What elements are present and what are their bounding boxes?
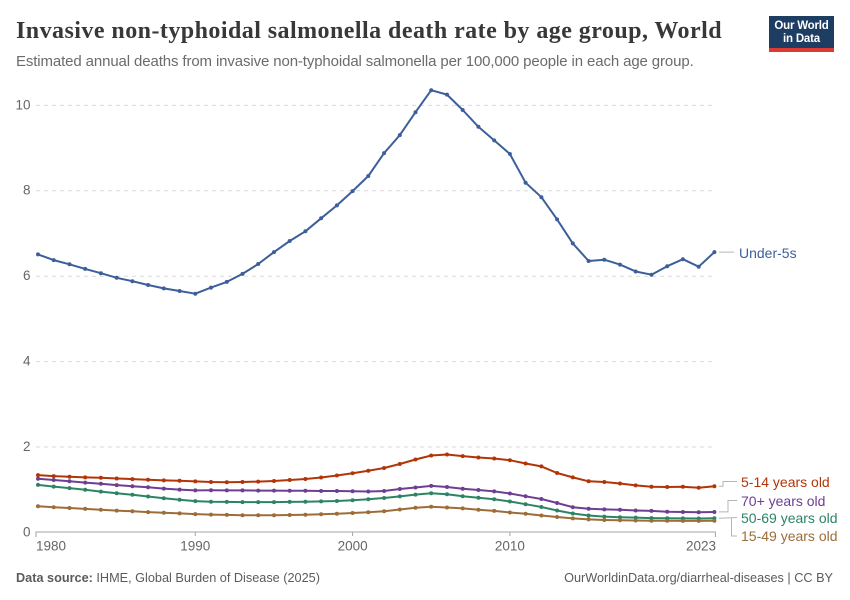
svg-text:Under-5s: Under-5s (739, 245, 797, 261)
svg-text:5-14 years old: 5-14 years old (741, 474, 830, 490)
svg-text:8: 8 (23, 183, 31, 198)
svg-text:50-69 years old: 50-69 years old (741, 510, 838, 526)
svg-text:1980: 1980 (36, 539, 66, 554)
svg-text:6: 6 (23, 268, 31, 283)
svg-text:0: 0 (23, 524, 31, 539)
svg-text:2010: 2010 (495, 539, 525, 554)
svg-text:2000: 2000 (338, 539, 368, 554)
svg-text:2: 2 (23, 439, 31, 454)
svg-text:10: 10 (15, 97, 30, 112)
svg-text:1990: 1990 (180, 539, 210, 554)
svg-text:70+ years old: 70+ years old (741, 493, 825, 509)
svg-text:4: 4 (23, 354, 31, 369)
svg-text:15-49 years old: 15-49 years old (741, 528, 838, 544)
svg-text:2023: 2023 (686, 539, 716, 554)
